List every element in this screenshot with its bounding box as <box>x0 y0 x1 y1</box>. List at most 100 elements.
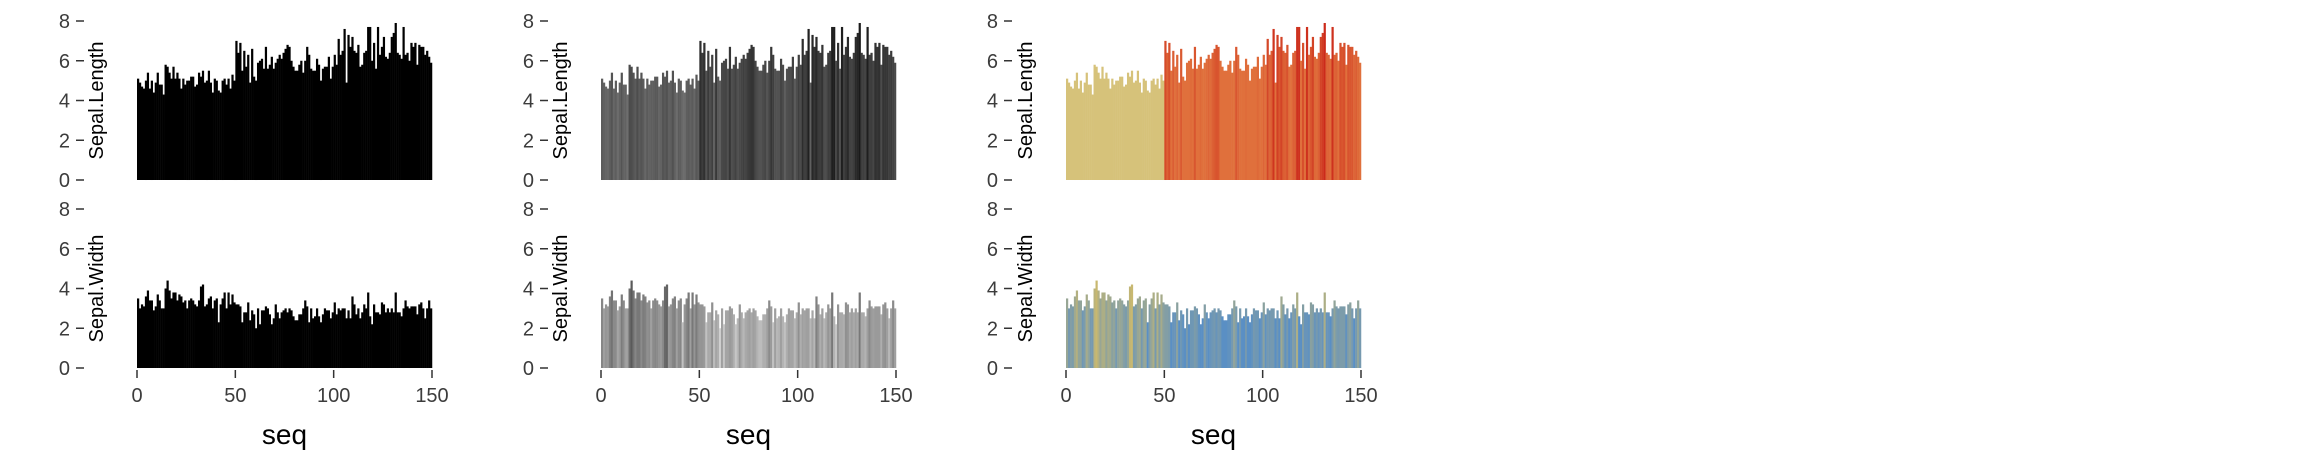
bar <box>667 82 671 180</box>
bar <box>1138 82 1141 180</box>
bar <box>606 306 610 368</box>
bar <box>400 58 403 181</box>
bar <box>817 304 820 368</box>
bar <box>1105 300 1108 368</box>
bar <box>1327 54 1330 180</box>
bar <box>298 64 301 180</box>
bar <box>1101 292 1104 368</box>
bar <box>374 68 378 180</box>
bar <box>337 308 340 369</box>
bar <box>831 26 834 181</box>
bar <box>827 52 830 180</box>
bar <box>1156 78 1159 180</box>
bar <box>150 300 153 368</box>
bar <box>1209 58 1212 181</box>
bar <box>430 308 433 369</box>
bar <box>770 46 773 181</box>
bar <box>260 58 264 181</box>
y-axis-label: Sepal.Width <box>86 235 108 343</box>
y-tick-label: 6 <box>523 51 534 73</box>
bar <box>312 318 315 368</box>
bar <box>770 306 773 368</box>
x-tick-label: 100 <box>317 385 350 407</box>
y-axis-label: Sepal.Length <box>86 42 108 160</box>
bar <box>398 54 401 180</box>
bar <box>158 84 161 180</box>
bar <box>1282 50 1285 181</box>
bar <box>876 46 879 181</box>
bar <box>1125 84 1128 180</box>
y-axis-label: Sepal.Length <box>1015 42 1037 160</box>
bar <box>809 318 812 368</box>
bar <box>1305 312 1309 368</box>
bar <box>815 296 818 368</box>
bar <box>245 66 248 180</box>
bar <box>414 42 417 180</box>
bar <box>1083 82 1086 180</box>
bar <box>266 68 270 180</box>
bar <box>355 314 358 368</box>
bar <box>752 308 755 369</box>
bar <box>1274 82 1277 180</box>
bar <box>683 92 686 180</box>
bar <box>219 304 222 368</box>
bar <box>1329 316 1332 368</box>
bar <box>660 306 663 368</box>
bar <box>1329 58 1332 181</box>
bar <box>722 60 726 180</box>
bar <box>1347 304 1350 368</box>
bar <box>282 52 285 180</box>
bar <box>1284 314 1287 368</box>
bar <box>1073 296 1077 368</box>
bar <box>203 306 207 368</box>
y-tick-label: 6 <box>987 51 998 73</box>
bar <box>215 298 218 368</box>
bar <box>1345 64 1348 180</box>
bar <box>137 298 140 368</box>
bar <box>884 302 887 368</box>
bar <box>1359 308 1362 369</box>
bar <box>630 280 633 368</box>
bar <box>1097 290 1100 368</box>
bar <box>361 64 364 180</box>
bar <box>789 310 793 368</box>
bar <box>1239 308 1242 369</box>
bar <box>754 310 757 368</box>
bar <box>1290 64 1293 180</box>
bar <box>622 300 625 368</box>
bar <box>270 324 273 368</box>
bar <box>424 318 427 368</box>
bar <box>803 54 806 180</box>
bar <box>367 26 370 181</box>
bar <box>317 316 321 368</box>
bar <box>738 62 741 180</box>
bar <box>339 54 342 180</box>
y-tick-label: 0 <box>987 358 998 380</box>
bar <box>1105 72 1108 180</box>
bar <box>264 46 268 181</box>
bar <box>862 54 865 180</box>
bar <box>1225 320 1228 368</box>
bar <box>337 38 340 180</box>
x-axis-label: seq <box>726 419 771 450</box>
bar <box>1256 56 1259 180</box>
bar <box>1138 296 1141 368</box>
bar <box>754 60 757 180</box>
bar <box>1335 306 1338 368</box>
bar <box>884 46 887 181</box>
bar <box>1075 72 1079 180</box>
bar <box>251 48 254 180</box>
bar <box>253 76 256 180</box>
bar <box>1081 310 1084 368</box>
bar <box>1317 312 1320 368</box>
x-tick-label: 100 <box>781 385 814 407</box>
bar <box>1071 88 1075 180</box>
bar <box>1315 58 1318 181</box>
bar <box>642 78 645 180</box>
bar <box>227 292 230 368</box>
bar <box>715 310 718 368</box>
bar <box>1103 292 1106 368</box>
bar <box>137 78 140 180</box>
bar <box>205 304 209 368</box>
